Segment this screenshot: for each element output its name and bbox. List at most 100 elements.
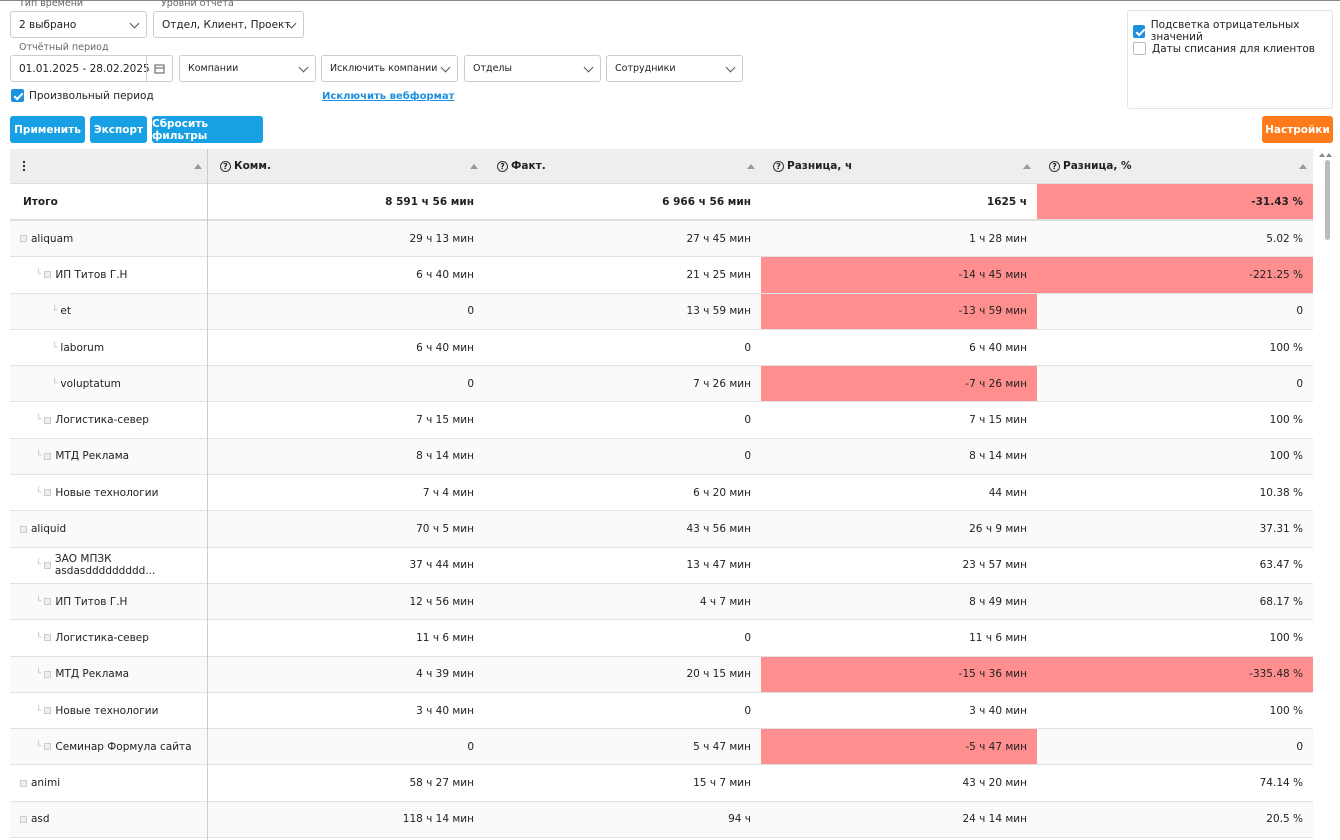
name-cell: └ МТД Реклама [10,439,208,474]
cell: 0 [744,341,751,354]
name-cell: aliquam [10,221,208,256]
date-input[interactable]: 01.01.2025 - 28.02.2025 [10,55,173,82]
row-name: asd [31,813,50,826]
tree-branch: └ [36,632,42,643]
dropdown[interactable]: Отделы [464,55,601,82]
menu-header[interactable] [10,149,208,183]
button[interactable]: Применить [10,116,85,143]
table-row[interactable]: └ ЗАО МПЗК asdasddddddddd... 37 ч 44 мин 13… [10,547,1313,584]
calendar-glyph [154,64,165,74]
tree-branch: └ [52,306,58,317]
table-row[interactable]: └ laborum 6 ч 40 мин 0 6 ч 40 мин 100 % [10,329,1313,367]
table-row[interactable]: └ Логистика-север 7 ч 15 мин 0 7 ч 15 мин 100… [10,402,1313,439]
name-cell: └ ИП Титов Г.Н [10,584,208,619]
checkbox[interactable] [1133,42,1146,55]
expand-icon[interactable] [20,779,27,787]
cell: 70 ч 5 мин [416,523,474,536]
scrollbar[interactable] [1318,150,1332,840]
calendar-icon[interactable] [146,56,172,81]
dropdown[interactable]: Сотрудники [606,55,743,82]
table-row[interactable]: └ ИП Титов Г.Н 6 ч 40 мин 21 ч 25 мин -14 ч … [10,257,1313,294]
select[interactable]: 2 выбрано [10,11,147,38]
option[interactable]: Даты списания для клиентов [1133,42,1315,55]
total-label: Итого [23,195,58,208]
cell: 0 [1296,377,1303,390]
cell: 100 % [1269,414,1303,427]
checkbox[interactable] [11,89,24,102]
column-divider [207,149,208,840]
button[interactable]: Сбросить фильтры [152,116,263,143]
row-name: МТД Реклама [55,668,130,681]
column-title: Разница, ч [787,160,853,172]
row-name: Новые технологии [55,486,159,499]
option[interactable]: Подсветка отрицательных значений [1133,19,1332,43]
expand-icon[interactable] [20,815,27,823]
cell: 8 ч 14 мин [969,450,1027,463]
cell: 68.17 % [1259,595,1303,608]
table-row[interactable]: └ Новые технологии 3 ч 40 мин 0 3 ч 40 мин 10… [10,692,1313,730]
name-cell: └ et [10,294,208,329]
row-name: laborum [60,341,105,354]
table-row[interactable]: └ Логистика-север 11 ч 6 мин 0 11 ч 6 мин 100… [10,620,1313,657]
column-title: Разница, % [1063,160,1132,172]
expand-icon[interactable] [44,743,52,751]
cell: 37.31 % [1259,523,1303,536]
table-row[interactable]: aliquid 70 ч 5 мин 43 ч 56 мин 26 ч 9 мин 37… [10,511,1313,548]
tree-branch: └ [36,705,42,716]
button[interactable]: Экспорт [90,116,147,143]
column-header[interactable]: ? Разница, ч [761,149,1037,183]
cell: 10.38 % [1259,486,1303,499]
top-border [0,0,1340,1]
expand-icon[interactable] [44,561,51,569]
cell: 13 ч 59 мин [686,305,751,318]
table-row[interactable]: animi 58 ч 27 мин 15 ч 7 мин 43 ч 20 мин 74.… [10,765,1313,802]
name-cell: └ МТД Реклама [10,657,208,692]
expand-icon[interactable] [44,271,52,279]
tree-branch: └ [36,596,42,607]
dropdown[interactable]: Компании [179,55,316,82]
table-row[interactable]: └ МТД Реклама 8 ч 14 мин 0 8 ч 14 мин 100 % [10,438,1313,476]
table-row[interactable]: aliquam 29 ч 13 мин 27 ч 45 мин 1 ч 28 мин 5… [10,221,1313,258]
chevron [725,62,736,73]
name-cell: └ Логистика-север [10,620,208,655]
cell: 11 ч 6 мин [969,631,1027,644]
column-header[interactable]: ? Факт. [485,149,761,183]
cell: 7 ч 4 мин [422,486,474,499]
expand-icon[interactable] [20,525,27,533]
dropdown-label: Исключить компании [330,63,438,74]
table-row[interactable]: └ Новые технологии 7 ч 4 мин 6 ч 20 мин 44 м… [10,475,1313,512]
table-row[interactable]: └ et 0 13 ч 59 мин -13 ч 59 мин 0 [10,293,1313,330]
table-row[interactable]: └ Семинар Формула сайта 0 5 ч 47 мин -5 ч 47… [10,729,1313,766]
scroll-thumb[interactable] [1325,160,1330,240]
tree-branch: └ [36,669,42,680]
select[interactable]: Отдел, Клиент, Проект [153,11,304,38]
row-name: aliquid [31,523,67,536]
expand-icon[interactable] [44,598,52,606]
expand-icon[interactable] [44,452,52,460]
row-name: ИП Титов Г.Н [55,595,128,608]
table-row[interactable]: asd 118 ч 14 мин 94 ч 24 ч 14 мин 20.5 % [10,801,1313,839]
expand-icon[interactable] [44,670,52,678]
column-header[interactable]: ? Разница, % [1037,149,1313,183]
table-row[interactable]: └ МТД Реклама 4 ч 39 мин 20 ч 15 мин -15 ч 3… [10,656,1313,693]
expand-icon[interactable] [44,416,52,424]
expand-icon[interactable] [44,489,52,497]
settings-button[interactable]: Настройки [1262,116,1333,143]
expand-icon[interactable] [44,634,52,642]
checkbox-row[interactable]: Произвольный период [11,89,154,102]
table-row[interactable]: └ ИП Титов Г.Н 12 ч 56 мин 4 ч 7 мин 8 ч 49 … [10,584,1313,621]
tree-branch: └ [36,269,42,280]
expand-icon[interactable] [44,707,52,715]
link[interactable]: Исключить вебформат [322,91,455,102]
table-row[interactable]: └ voluptatum 0 7 ч 26 мин -7 ч 26 мин 0 [10,366,1313,403]
tree-branch: └ [36,415,42,426]
checkbox[interactable] [1133,24,1145,38]
name-cell: └ voluptatum [10,366,208,401]
cell: 5 ч 47 мин [693,740,751,753]
expand-icon[interactable] [20,235,27,243]
column-header[interactable]: ? Комм. [208,149,484,183]
option-label: Подсветка отрицательных значений [1150,19,1300,43]
dropdown[interactable]: Исключить компании [321,55,458,82]
tree-branch: └ [36,560,42,571]
